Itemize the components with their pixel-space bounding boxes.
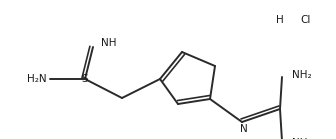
Text: NH₂: NH₂ [292,138,311,139]
Text: S: S [82,74,88,84]
Text: H: H [276,15,284,25]
Text: N: N [240,124,248,134]
Text: H₂N: H₂N [27,74,47,84]
Text: NH₂: NH₂ [292,70,311,80]
Text: Cl: Cl [300,15,310,25]
Text: NH: NH [101,38,117,48]
